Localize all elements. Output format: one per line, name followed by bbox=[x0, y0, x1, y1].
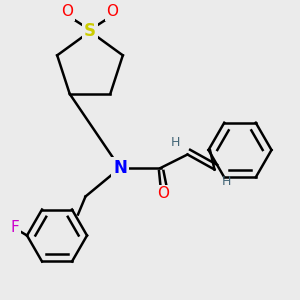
Text: H: H bbox=[171, 136, 180, 149]
Text: O: O bbox=[106, 4, 119, 20]
Text: O: O bbox=[158, 186, 169, 201]
Text: N: N bbox=[113, 159, 127, 177]
Text: H: H bbox=[222, 175, 231, 188]
Text: O: O bbox=[61, 4, 74, 20]
Text: S: S bbox=[84, 22, 96, 40]
Text: F: F bbox=[11, 220, 20, 236]
